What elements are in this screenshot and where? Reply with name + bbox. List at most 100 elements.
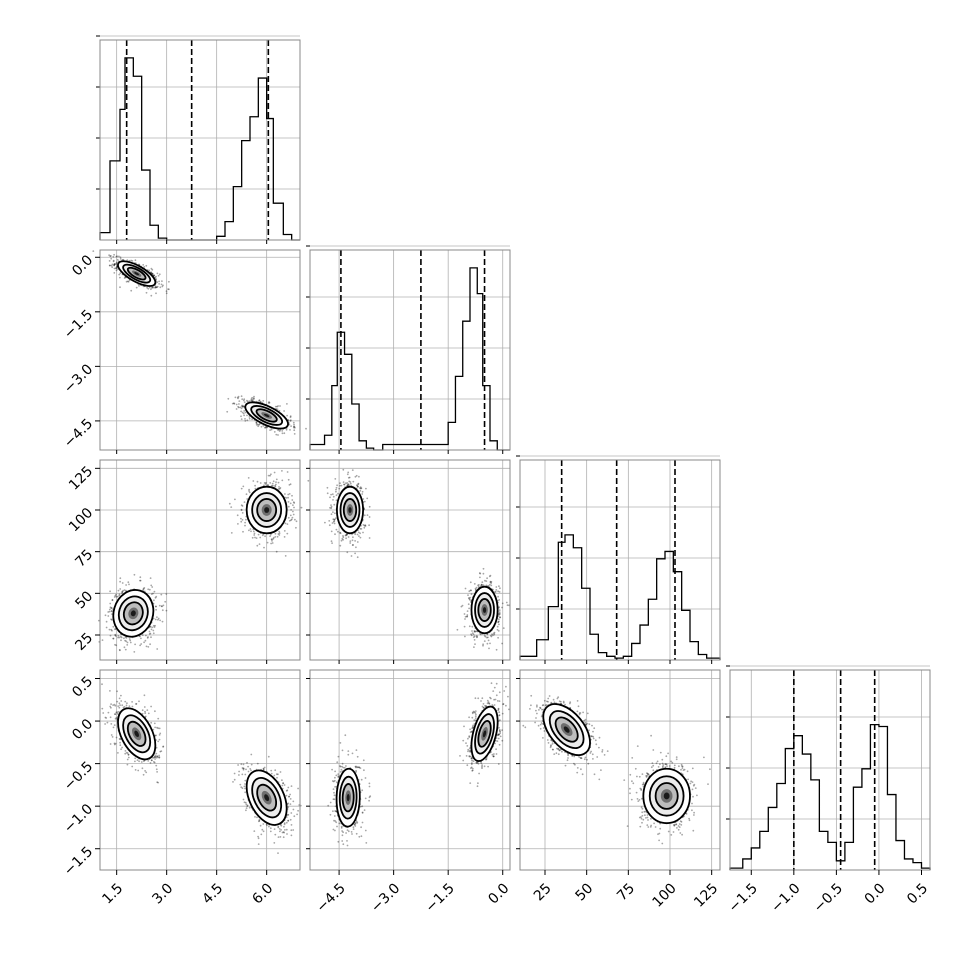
sample-point	[226, 410, 229, 413]
sample-point	[361, 490, 364, 493]
sample-point	[117, 635, 120, 637]
sample-point	[276, 405, 278, 408]
density-contour	[264, 507, 270, 513]
sample-point	[275, 483, 277, 486]
sample-point	[252, 397, 255, 400]
sample-point	[238, 400, 241, 402]
sample-point	[333, 522, 336, 525]
sample-point	[351, 469, 354, 471]
sample-point	[115, 635, 117, 637]
sample-point	[112, 260, 115, 263]
sample-point	[351, 539, 354, 542]
sample-point	[489, 642, 491, 645]
sample-point	[461, 604, 464, 607]
sample-point	[168, 288, 170, 291]
sample-point	[109, 690, 111, 692]
sample-point	[468, 625, 471, 628]
sample-point	[115, 255, 118, 258]
sample-point	[123, 646, 126, 649]
sample-point	[363, 514, 366, 517]
sample-point	[245, 493, 248, 496]
sample-point	[145, 771, 148, 774]
sample-point	[293, 425, 295, 428]
sample-point	[277, 481, 280, 484]
sample-point	[338, 487, 341, 490]
sample-point	[339, 532, 342, 535]
sample-point	[168, 280, 170, 283]
scatter-panel-2-0	[98, 459, 310, 661]
sample-point	[366, 497, 369, 500]
sample-point	[357, 483, 359, 486]
sample-point	[477, 584, 479, 587]
sample-point	[357, 531, 360, 534]
sample-point	[349, 482, 352, 485]
sample-point	[250, 530, 252, 533]
sample-point	[154, 286, 156, 289]
sample-point	[358, 535, 360, 537]
histogram-step-line	[729, 723, 931, 870]
sample-point	[128, 638, 131, 640]
sample-point	[155, 286, 157, 289]
sample-point	[345, 537, 347, 540]
sample-point	[150, 288, 152, 291]
sample-point	[158, 734, 161, 736]
sample-point	[114, 267, 117, 270]
sample-point	[348, 476, 351, 479]
sample-point	[356, 541, 359, 543]
sample-point	[153, 761, 156, 764]
sample-point	[126, 644, 129, 646]
sample-point	[368, 516, 371, 518]
sample-point	[269, 429, 271, 431]
sample-point	[152, 592, 154, 595]
sample-point	[145, 634, 147, 637]
sample-point	[305, 427, 307, 430]
sample-point	[463, 625, 466, 628]
sample-point	[346, 551, 349, 554]
sample-point	[326, 492, 329, 495]
histogram-step-line	[309, 267, 510, 451]
sample-point	[244, 411, 247, 414]
sample-point	[243, 501, 246, 503]
sample-point	[366, 514, 369, 516]
sample-point	[107, 711, 110, 714]
sample-point	[123, 277, 126, 279]
sample-point	[236, 396, 239, 399]
sample-point	[157, 781, 160, 784]
sample-point	[358, 475, 360, 478]
sample-point	[155, 278, 158, 280]
sample-point	[258, 399, 261, 402]
sample-point	[138, 285, 140, 287]
sample-point	[342, 535, 344, 537]
sample-point	[288, 423, 291, 426]
sample-point	[283, 410, 285, 412]
sample-point	[230, 506, 233, 508]
sample-point	[250, 399, 253, 402]
panel-frame	[729, 669, 931, 871]
sample-point	[363, 526, 366, 529]
sample-point	[147, 287, 150, 290]
sample-point	[291, 494, 293, 497]
sample-point	[158, 604, 161, 607]
sample-point	[488, 647, 490, 650]
sample-point	[283, 432, 286, 435]
sample-point	[119, 258, 122, 260]
sample-point	[113, 263, 116, 266]
sample-point	[108, 254, 110, 256]
sample-point	[157, 274, 160, 277]
sample-point	[340, 539, 343, 542]
sample-point	[278, 530, 281, 533]
sample-point	[332, 499, 334, 501]
sample-point	[490, 582, 492, 584]
sample-point	[471, 630, 473, 632]
sample-point	[505, 601, 508, 604]
sample-point	[270, 542, 272, 545]
sample-point	[277, 405, 279, 407]
sample-point	[135, 286, 138, 289]
sample-point	[486, 642, 489, 645]
sample-point	[119, 286, 121, 289]
sample-point	[241, 505, 244, 507]
sample-point	[140, 643, 143, 645]
sample-point	[156, 285, 159, 288]
sample-point	[157, 740, 160, 743]
sample-point	[330, 504, 332, 506]
